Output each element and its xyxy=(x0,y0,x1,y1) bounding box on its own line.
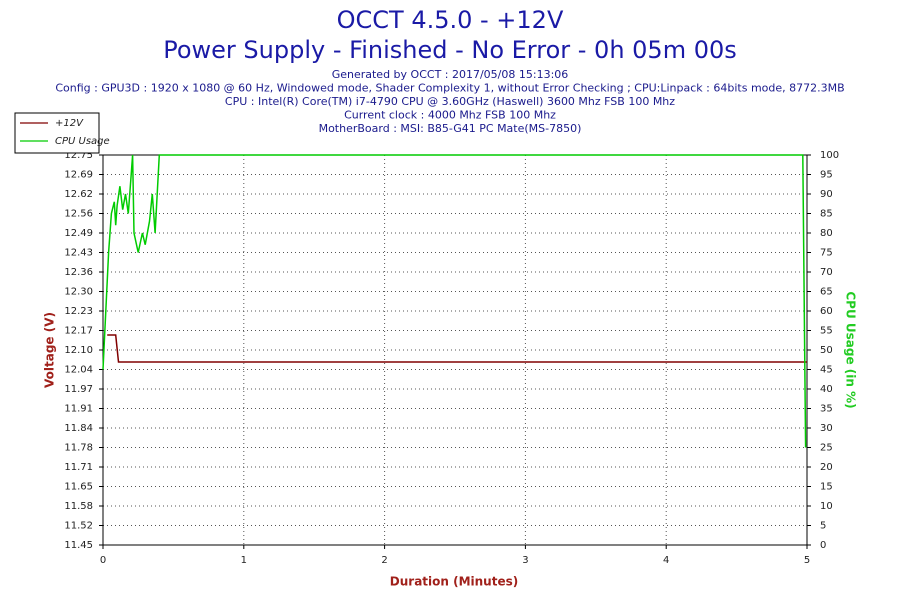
y2-tick-label: 40 xyxy=(820,384,833,395)
x-tick-label: 2 xyxy=(381,555,387,566)
y2-tick-label: 10 xyxy=(820,501,833,512)
y2-tick-label: 50 xyxy=(820,345,833,356)
y-tick-label: 11.65 xyxy=(64,482,93,493)
y-tick-label: 12.69 xyxy=(64,170,93,181)
info-line: Generated by OCCT : 2017/05/08 15:13:06 xyxy=(332,68,569,81)
chart-title: OCCT 4.5.0 - +12V xyxy=(337,6,564,34)
y-tick-label: 12.62 xyxy=(64,189,93,200)
y2-tick-label: 5 xyxy=(820,521,826,532)
data-line xyxy=(107,334,807,363)
y-tick-label: 12.23 xyxy=(64,306,93,317)
y-tick-label: 11.97 xyxy=(64,384,93,395)
y2-tick-label: 70 xyxy=(820,267,833,278)
y-tick-label: 12.10 xyxy=(64,345,93,356)
y-tick-label: 12.17 xyxy=(64,326,93,337)
x-tick-label: 3 xyxy=(522,555,528,566)
y2-tick-label: 80 xyxy=(820,228,833,239)
y2-tick-label: 90 xyxy=(820,189,833,200)
y-axis-label: Voltage (V) xyxy=(43,312,57,388)
y-tick-label: 12.49 xyxy=(64,228,93,239)
legend-box xyxy=(14,112,100,154)
y2-tick-label: 60 xyxy=(820,306,833,317)
y-tick-label: 11.52 xyxy=(64,521,93,532)
data-line xyxy=(102,154,807,448)
x-tick-label: 4 xyxy=(663,555,669,566)
y-tick-label: 11.84 xyxy=(64,423,93,434)
y2-tick-label: 0 xyxy=(820,540,826,551)
info-line: CPU : Intel(R) Core(TM) i7-4790 CPU @ 3.… xyxy=(225,95,675,108)
info-line: Current clock : 4000 Mhz FSB 100 Mhz xyxy=(344,109,556,122)
y2-tick-label: 65 xyxy=(820,287,833,298)
chart-subtitle: Power Supply - Finished - No Error - 0h … xyxy=(163,36,737,64)
info-line: MotherBoard : MSI: B85-G41 PC Mate(MS-78… xyxy=(319,122,582,135)
y-tick-label: 12.04 xyxy=(64,365,93,376)
y2-tick-label: 95 xyxy=(820,170,833,181)
y2-tick-label: 85 xyxy=(820,209,833,220)
x-tick-label: 1 xyxy=(241,555,247,566)
y-tick-label: 11.45 xyxy=(64,540,93,551)
y2-tick-label: 75 xyxy=(820,248,833,259)
y-tick-label: 12.36 xyxy=(64,267,93,278)
y2-tick-label: 20 xyxy=(820,462,833,473)
y2-tick-label: 35 xyxy=(820,404,833,415)
x-tick-label: 5 xyxy=(804,555,810,566)
y-tick-label: 12.56 xyxy=(64,209,93,220)
y-tick-label: 12.75 xyxy=(64,150,93,161)
legend-label: CPU Usage xyxy=(55,136,110,147)
y-tick-label: 11.58 xyxy=(64,501,93,512)
y-tick-label: 12.30 xyxy=(64,287,93,298)
x-tick-label: 0 xyxy=(100,555,106,566)
y-tick-label: 12.43 xyxy=(64,248,93,259)
y2-tick-label: 45 xyxy=(820,365,833,376)
y2-tick-label: 25 xyxy=(820,443,833,454)
legend-label: +12V xyxy=(55,118,84,129)
info-line: Config : GPU3D : 1920 x 1080 @ 60 Hz, Wi… xyxy=(55,82,844,95)
x-axis-label: Duration (Minutes) xyxy=(390,575,518,589)
y-tick-label: 11.78 xyxy=(64,443,93,454)
y-tick-label: 11.71 xyxy=(64,462,93,473)
y2-axis-label: CPU Usage (in %) xyxy=(844,291,858,408)
y-tick-label: 11.91 xyxy=(64,404,93,415)
y2-tick-label: 30 xyxy=(820,423,833,434)
y2-tick-label: 100 xyxy=(820,150,839,161)
y2-tick-label: 15 xyxy=(820,482,833,493)
y2-tick-label: 55 xyxy=(820,326,833,337)
